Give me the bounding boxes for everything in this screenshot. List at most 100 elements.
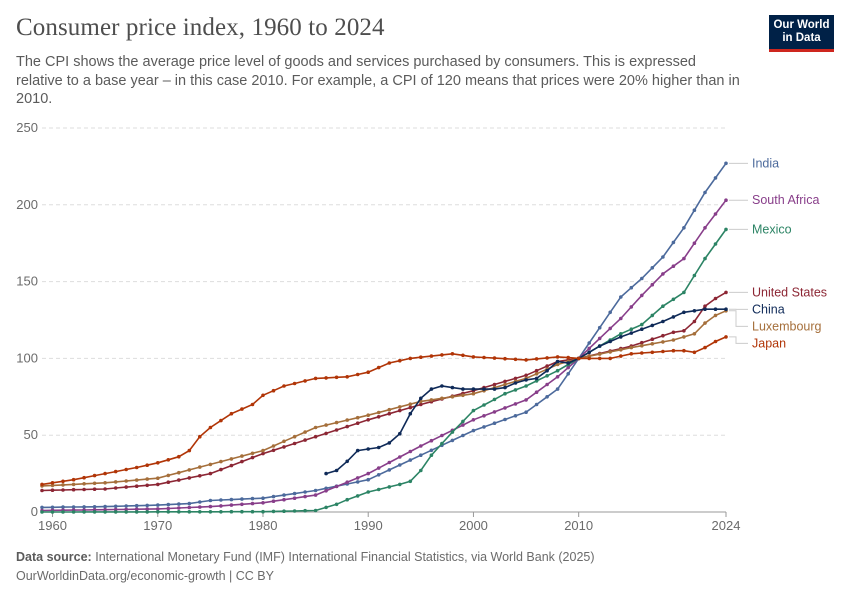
data-point <box>534 379 539 383</box>
data-point <box>440 396 444 401</box>
data-point <box>597 336 602 341</box>
data-point <box>650 313 655 318</box>
data-point <box>208 504 213 509</box>
data-point <box>40 505 44 510</box>
data-point <box>440 353 444 357</box>
data-point <box>50 483 55 488</box>
owid-logo[interactable]: Our World in Data <box>769 15 834 52</box>
data-point <box>682 329 686 333</box>
data-point <box>703 321 707 325</box>
data-point <box>545 374 549 378</box>
series-label-luxembourg: Luxembourg <box>752 319 822 333</box>
data-point <box>250 509 255 514</box>
data-point <box>345 480 350 485</box>
data-point <box>134 478 139 482</box>
data-point <box>608 326 612 331</box>
data-point <box>461 433 465 438</box>
data-point <box>419 355 423 360</box>
label-connector <box>729 310 748 327</box>
data-point <box>313 488 318 493</box>
data-point <box>398 463 402 467</box>
data-point <box>177 454 181 459</box>
data-point <box>482 403 486 407</box>
data-point <box>555 355 560 359</box>
data-point <box>145 507 149 511</box>
series-lines <box>40 161 728 514</box>
data-point <box>282 509 286 513</box>
y-tick-label: 200 <box>16 197 38 212</box>
data-point <box>366 471 371 476</box>
data-point <box>429 354 434 358</box>
data-point <box>303 379 307 383</box>
data-point <box>219 467 223 472</box>
data-point <box>208 471 213 476</box>
data-point <box>366 370 371 375</box>
logo-line-1: Our World <box>773 19 830 31</box>
data-point <box>671 240 676 245</box>
data-point <box>271 444 276 448</box>
data-point <box>640 343 644 348</box>
data-point <box>303 438 307 442</box>
data-point <box>71 487 76 492</box>
data-point <box>376 466 381 470</box>
data-point <box>229 463 234 468</box>
data-point <box>692 309 697 313</box>
data-point <box>92 510 97 514</box>
data-point <box>629 285 634 290</box>
series-line-luxembourg <box>41 310 727 487</box>
url-license[interactable]: OurWorldinData.org/economic-growth | CC … <box>16 569 274 583</box>
data-source-label: Data source: <box>16 550 92 564</box>
data-point <box>355 480 360 484</box>
data-point <box>177 506 181 510</box>
data-point <box>240 502 244 507</box>
data-point <box>282 497 286 502</box>
y-tick-label: 250 <box>16 120 38 135</box>
data-point <box>398 408 402 413</box>
data-point <box>513 414 518 418</box>
data-point <box>40 488 44 493</box>
data-point <box>124 485 128 489</box>
data-point <box>661 333 665 338</box>
data-point <box>650 350 655 355</box>
data-point <box>650 342 655 346</box>
data-point <box>376 410 381 415</box>
data-point <box>619 332 623 336</box>
grid-lines <box>42 127 726 436</box>
data-point <box>587 341 591 345</box>
data-point <box>103 487 107 491</box>
data-point <box>187 468 192 472</box>
data-point <box>187 505 192 510</box>
data-point <box>292 434 297 439</box>
data-point <box>703 256 707 261</box>
data-point <box>250 496 255 501</box>
data-point <box>313 425 318 430</box>
data-point <box>650 266 655 270</box>
data-point <box>71 482 76 487</box>
x-tick-label: 1980 <box>249 518 278 533</box>
data-point <box>713 176 718 180</box>
data-point <box>608 339 612 344</box>
x-tick-label: 2000 <box>459 518 488 533</box>
data-point <box>219 418 223 423</box>
data-point <box>492 397 497 402</box>
data-point <box>303 430 307 434</box>
data-point <box>724 227 728 232</box>
data-point <box>398 431 402 436</box>
y-tick-label: 0 <box>31 504 38 519</box>
data-point <box>713 307 718 312</box>
data-point <box>376 473 381 477</box>
data-point <box>345 424 350 429</box>
data-point <box>292 509 297 513</box>
data-point <box>650 337 655 342</box>
data-point <box>503 417 507 422</box>
data-point <box>408 356 413 361</box>
data-point <box>366 413 371 418</box>
data-point <box>113 510 118 514</box>
data-point <box>471 355 476 359</box>
data-point <box>640 327 644 332</box>
data-point <box>492 356 497 360</box>
data-point <box>219 459 223 464</box>
data-point <box>261 393 265 398</box>
data-point <box>229 503 234 507</box>
data-point <box>145 483 149 488</box>
